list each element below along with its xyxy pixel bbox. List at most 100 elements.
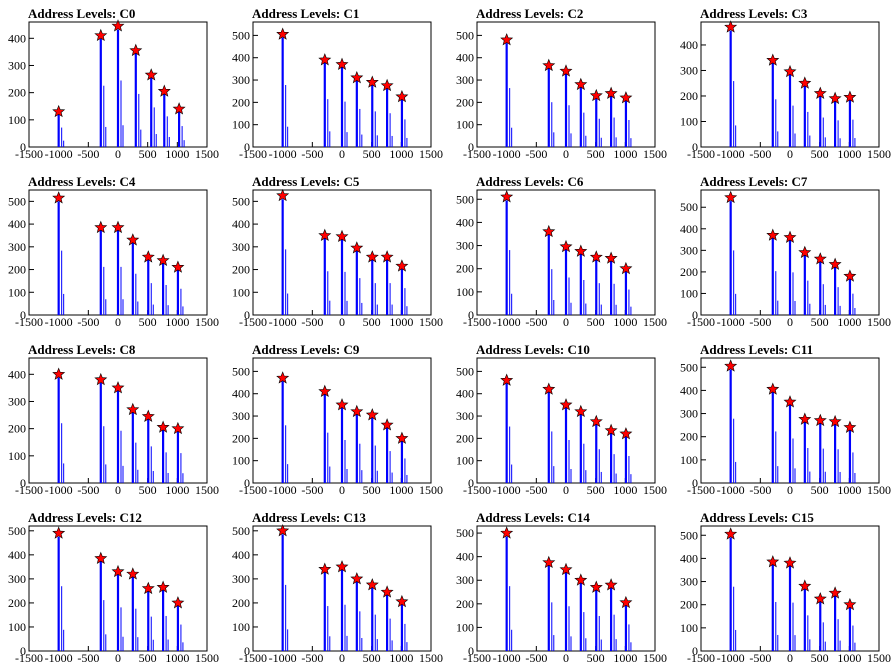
y-tick-label: 0	[692, 140, 698, 154]
y-tick-label: 400	[456, 215, 474, 229]
peak-marker	[542, 382, 556, 395]
y-tick-label: 100	[680, 286, 698, 300]
peak-marker	[828, 91, 842, 105]
y-tick-label: 400	[232, 548, 250, 562]
y-tick-label: 300	[680, 243, 698, 257]
x-tick-label: -1000	[493, 651, 521, 665]
x-tick-label: -500	[525, 651, 547, 665]
x-tick-label: 500	[811, 147, 829, 161]
chart-panel: Address Levels: C50100200300400500-1500-…	[232, 174, 443, 329]
y-tick-label: 500	[680, 528, 698, 542]
peak-marker	[126, 567, 140, 580]
x-tick-label: -1500	[239, 147, 267, 161]
x-tick-label: 1500	[867, 315, 891, 329]
x-tick-label: -500	[77, 483, 99, 497]
y-tick-label: 400	[680, 383, 698, 397]
x-tick-label: -1000	[493, 315, 521, 329]
y-tick-label: 200	[680, 598, 698, 612]
peak-marker	[604, 578, 618, 591]
x-tick-label: -500	[301, 147, 323, 161]
x-tick-label: -500	[749, 147, 771, 161]
y-tick-label: 500	[232, 524, 250, 538]
x-tick-label: -1500	[463, 147, 491, 161]
x-tick-label: -1500	[239, 483, 267, 497]
peak-marker	[144, 68, 158, 81]
x-tick-label: 1000	[165, 315, 189, 329]
x-tick-label: 500	[363, 147, 381, 161]
y-tick-label: 300	[8, 572, 26, 586]
x-tick-label: 0	[115, 147, 121, 161]
x-tick-label: 1500	[867, 651, 891, 665]
y-tick-label: 200	[456, 597, 474, 611]
chart-panel: Address Levels: C15 0 100 200 300 400 500 -1500…	[680, 510, 891, 665]
peak-marker	[783, 556, 797, 569]
x-tick-label: 0	[339, 147, 345, 161]
peak-marker	[798, 245, 812, 259]
y-tick-label: 200	[232, 596, 250, 610]
peak-marker	[172, 102, 186, 115]
peak-marker	[604, 251, 618, 264]
x-tick-label: 0	[115, 483, 121, 497]
x-tick-label: 0	[563, 147, 569, 161]
x-tick-label: 0	[787, 483, 793, 497]
peak-marker	[843, 597, 857, 611]
peak-marker	[350, 241, 364, 254]
peak-marker	[589, 580, 603, 593]
x-tick-label: 500	[363, 483, 381, 497]
y-tick-label: 400	[232, 217, 250, 231]
x-tick-label: 1000	[613, 315, 637, 329]
peak-marker	[766, 53, 780, 66]
x-tick-label: -500	[525, 147, 547, 161]
peak-marker	[52, 367, 66, 380]
peak-marker	[365, 408, 379, 421]
x-tick-label: -1500	[239, 651, 267, 665]
y-tick-label: 400	[8, 31, 26, 45]
y-tick-label: 500	[232, 194, 250, 208]
y-tick-label: 500	[8, 194, 26, 208]
peak-marker	[335, 398, 349, 411]
peak-marker	[828, 257, 842, 270]
peak-marker	[574, 77, 588, 91]
x-tick-label: 1500	[643, 147, 667, 161]
x-tick-label: -500	[525, 483, 547, 497]
x-tick-label: -500	[301, 315, 323, 329]
peak-marker	[365, 250, 379, 263]
y-tick-label: 100	[8, 620, 26, 634]
y-tick-label: 200	[680, 265, 698, 279]
peak-marker	[783, 395, 797, 408]
peak-marker	[589, 250, 603, 263]
peak-marker	[798, 412, 812, 425]
y-tick-label: 300	[456, 73, 474, 87]
x-tick-label: -1000	[717, 147, 745, 161]
y-tick-label: 400	[456, 51, 474, 65]
x-tick-label: 1000	[389, 315, 413, 329]
x-tick-label: 0	[115, 651, 121, 665]
x-tick-label: 500	[811, 651, 829, 665]
chart-panel: Address Levels: C3 0 100 200 300 400 -1500 -100…	[680, 6, 891, 161]
peak-marker	[619, 91, 633, 104]
peak-marker	[94, 372, 108, 386]
chart-panel: Address Levels: C90100200300400500-1500-…	[232, 342, 443, 497]
x-tick-label: 1000	[613, 651, 637, 665]
peak-marker	[500, 190, 514, 203]
x-tick-label: 1000	[165, 147, 189, 161]
y-tick-label: 100	[680, 453, 698, 467]
chart-title: Address Levels: C0	[28, 6, 135, 21]
peak-marker	[380, 585, 394, 598]
x-tick-label: 0	[563, 651, 569, 665]
y-tick-label: 400	[680, 551, 698, 565]
y-tick-label: 0	[20, 644, 26, 658]
y-tick-label: 500	[232, 28, 250, 42]
y-tick-label: 200	[680, 89, 698, 103]
y-tick-label: 500	[456, 526, 474, 540]
peak-marker	[276, 523, 290, 537]
y-tick-label: 100	[8, 449, 26, 463]
peak-marker	[276, 27, 290, 40]
x-tick-label: 500	[139, 483, 157, 497]
chart-title: Address Levels: C6	[476, 174, 584, 189]
peak-marker	[542, 555, 556, 569]
peak-marker	[318, 384, 332, 397]
x-tick-label: 500	[587, 147, 605, 161]
y-tick-label: 200	[232, 95, 250, 109]
x-tick-label: -1500	[15, 651, 43, 665]
